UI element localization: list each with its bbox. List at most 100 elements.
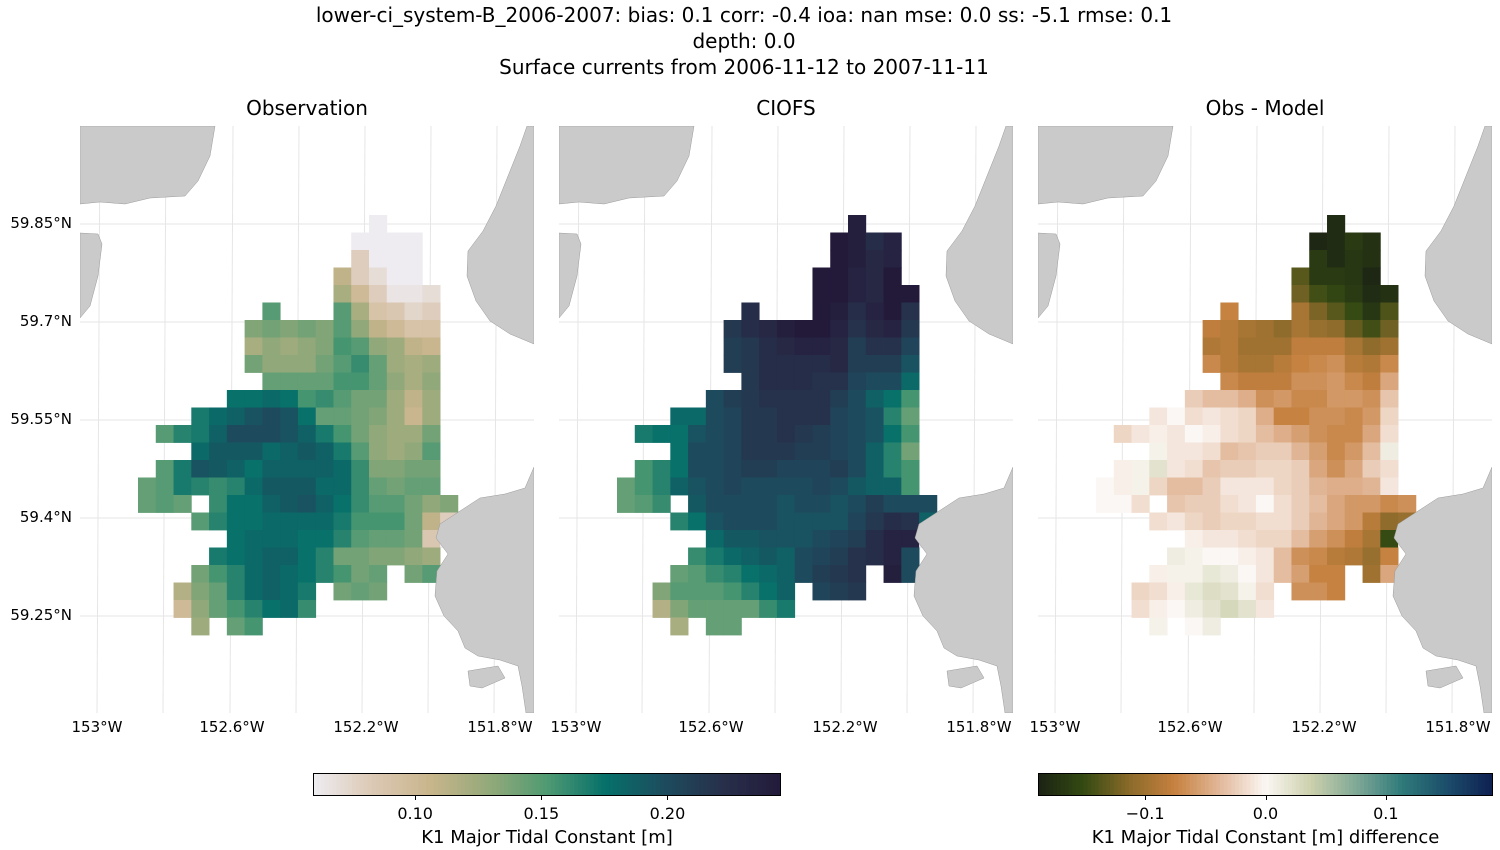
heatmap-cell — [226, 617, 246, 636]
heatmap-cell — [812, 390, 831, 408]
colorbar-segment — [1489, 773, 1493, 796]
colorbar-segment — [1231, 773, 1236, 796]
heatmap-cell — [1184, 600, 1204, 618]
heatmap-cell — [812, 565, 831, 583]
heatmap-cell — [794, 390, 813, 408]
colorbar-segment — [1333, 773, 1339, 796]
colorbar-segment — [1428, 773, 1433, 796]
heatmap-cell — [794, 565, 813, 583]
heatmap-cell — [1327, 285, 1346, 303]
colorbar-segment — [363, 773, 369, 796]
colorbar-difference-label: K1 Major Tidal Constant [m] difference — [1091, 827, 1440, 848]
colorbar-segment — [367, 773, 373, 796]
heatmap-cell — [830, 530, 849, 548]
heatmap-cell — [351, 547, 370, 566]
heatmap-cell — [1380, 302, 1399, 321]
land-island — [1425, 665, 1464, 689]
colorbar-segment — [679, 773, 685, 796]
colorbar-segment — [1087, 773, 1092, 796]
heatmap-cell — [1149, 460, 1168, 478]
colorbar-segment — [437, 773, 443, 796]
heatmap-cell — [386, 477, 405, 496]
heatmap-cell — [759, 390, 778, 408]
heatmap-cell — [1255, 477, 1275, 496]
heatmap-cell — [1255, 390, 1275, 408]
heatmap-cell — [812, 285, 831, 303]
heatmap-cell — [386, 407, 405, 426]
heatmap-cell — [1327, 582, 1346, 601]
colorbar-segment — [1117, 773, 1123, 796]
heatmap-cell — [1380, 547, 1399, 566]
heatmap-cell — [209, 442, 228, 461]
heatmap-cell — [1309, 512, 1328, 531]
heatmap-cell — [1291, 460, 1310, 478]
heatmap-cell — [1273, 442, 1292, 461]
colorbar-segment — [465, 773, 470, 796]
colorbar-tick-mark — [1145, 796, 1147, 800]
heatmap-cell — [209, 460, 228, 478]
colorbar-segment — [1257, 773, 1263, 796]
heatmap-cell — [1362, 425, 1381, 443]
heatmap-cell — [386, 460, 405, 478]
heatmap-cell — [333, 460, 352, 478]
heatmap-cell — [794, 530, 813, 548]
heatmap-cell — [280, 547, 299, 566]
colorbar-segment — [1159, 773, 1164, 796]
heatmap-cell — [741, 302, 760, 321]
heatmap-cell — [1362, 302, 1381, 321]
heatmap-cell — [226, 442, 246, 461]
heatmap-cell — [1309, 477, 1328, 496]
heatmap-cell — [333, 337, 352, 356]
heatmap-cell — [723, 495, 742, 513]
heatmap-cell — [404, 565, 423, 583]
colorbar-segment — [453, 773, 458, 796]
heatmap-cell — [848, 495, 867, 513]
heatmap-cell — [1327, 320, 1346, 338]
colorbar-segment — [632, 773, 638, 796]
heatmap-cell — [652, 600, 671, 618]
heatmap-cell — [776, 530, 796, 548]
heatmap-cell — [919, 495, 938, 513]
heatmap-cell — [705, 442, 725, 461]
colorbar-difference — [1038, 773, 1493, 796]
heatmap-cell — [422, 460, 441, 478]
heatmap-cell — [280, 582, 299, 601]
colorbar-segment — [1451, 773, 1456, 796]
land-northeast — [945, 126, 1013, 345]
heatmap-cell — [386, 337, 405, 356]
heatmap-cell — [333, 390, 352, 408]
land-northeast — [466, 126, 534, 345]
heatmap-cell — [369, 337, 388, 356]
heatmap-cell — [262, 407, 281, 426]
colorbar-segment — [1113, 773, 1119, 796]
heatmap-cell — [865, 442, 884, 461]
heatmap-cell — [209, 407, 228, 426]
heatmap-cell — [1327, 390, 1346, 408]
heatmap-cell — [351, 372, 370, 391]
heatmap-cell — [1327, 355, 1346, 373]
heatmap-cell — [759, 495, 778, 513]
heatmap-cell — [1096, 495, 1115, 513]
heatmap-cell — [688, 582, 707, 601]
heatmap-cell — [1220, 495, 1239, 513]
colorbar-segment — [570, 773, 575, 796]
colorbar-segment — [722, 773, 727, 796]
heatmap-cell — [209, 477, 228, 496]
heatmap-cell — [1167, 512, 1186, 531]
heatmap-cell — [848, 302, 867, 321]
heatmap-cell — [901, 442, 920, 461]
land-west — [1038, 232, 1061, 319]
heatmap-cell — [155, 425, 174, 443]
heatmap-cell — [155, 460, 174, 478]
heatmap-cell — [351, 337, 370, 356]
heatmap-cell — [705, 512, 725, 531]
heatmap-cell — [705, 582, 725, 601]
heatmap-cell — [244, 460, 263, 478]
heatmap-cell — [1202, 530, 1221, 548]
heatmap-cell — [705, 565, 725, 583]
colorbar-segment — [597, 773, 603, 796]
lon-tick-label: 153°W — [71, 718, 123, 736]
heatmap-cell — [386, 442, 405, 461]
heatmap-cell — [705, 460, 725, 478]
lon-tick-label: 153°W — [1029, 718, 1081, 736]
